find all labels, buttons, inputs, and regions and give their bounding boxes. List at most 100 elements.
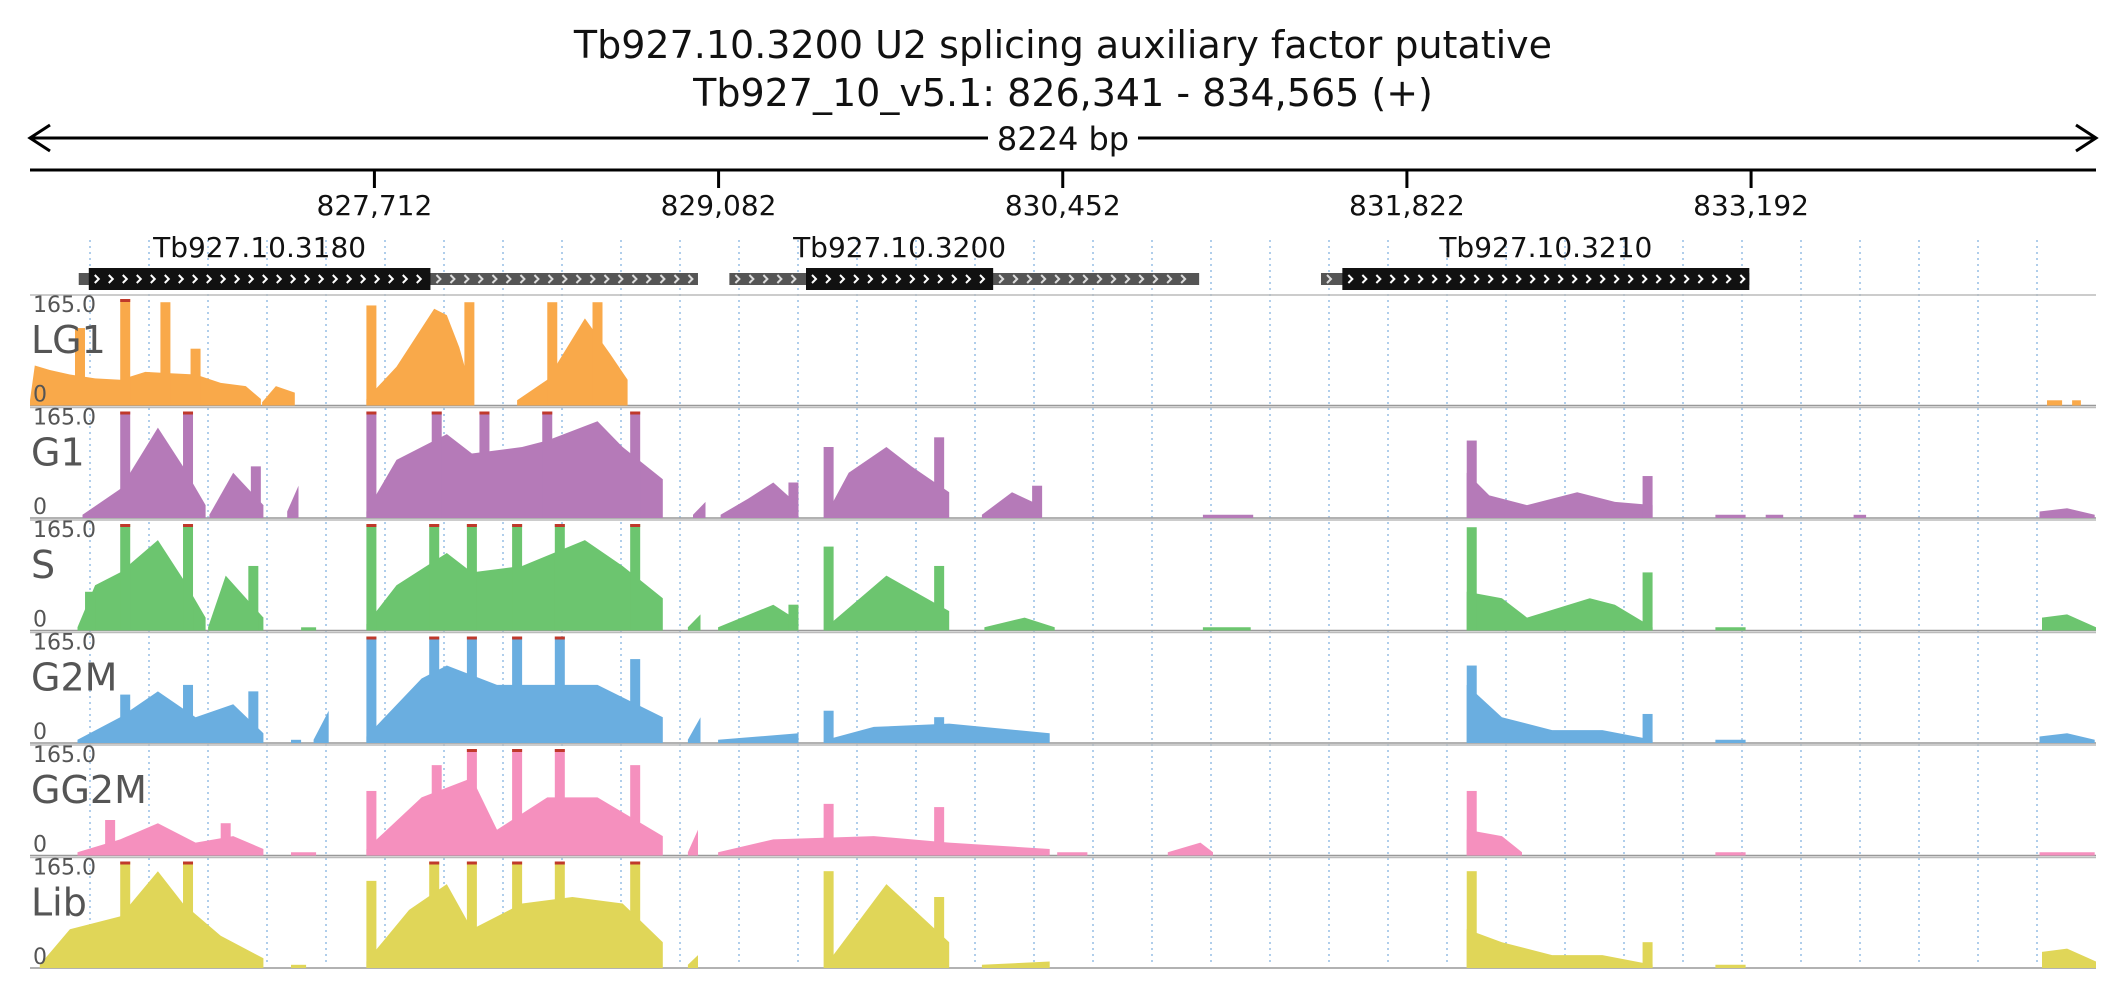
y-min-label: 0 xyxy=(33,720,47,745)
track-g1: 165.0 0 G1 xyxy=(30,406,2096,520)
coverage-area xyxy=(1202,627,1251,631)
track-gg2m: 165.0 0 GG2M xyxy=(30,743,2096,858)
coverage-spike xyxy=(466,749,477,856)
coverage-spike xyxy=(220,823,231,856)
y-max-label: 165.0 xyxy=(33,518,96,543)
coverage-spike xyxy=(934,437,945,518)
coverage-spike xyxy=(120,299,131,406)
coverage-spike xyxy=(592,302,603,406)
gene-label: Tb927.10.3200 xyxy=(792,231,1006,264)
coverage-area xyxy=(1167,842,1213,856)
track-label: LG1 xyxy=(31,318,106,362)
track-label: S xyxy=(31,543,55,587)
strand-chevrons xyxy=(998,274,1187,284)
coverage-spike xyxy=(366,790,377,856)
span-ruler: 8224 bp xyxy=(27,119,2099,159)
coverage-area xyxy=(2047,400,2063,406)
coverage-spike xyxy=(466,861,477,968)
gridlines xyxy=(89,240,2038,965)
coverage-area xyxy=(209,472,264,518)
coverage-area xyxy=(2042,948,2096,968)
coverage-spike xyxy=(250,466,261,518)
clip-marker xyxy=(512,524,523,527)
clip-marker xyxy=(512,749,523,752)
coverage-area xyxy=(1466,684,1653,743)
clip-marker xyxy=(479,411,490,415)
coverage-spike xyxy=(183,684,194,743)
coverage-spike xyxy=(823,447,834,518)
clip-marker xyxy=(431,411,442,415)
coverage-area xyxy=(687,955,698,968)
coverage-area xyxy=(826,884,950,968)
coverage-area xyxy=(77,823,264,856)
coverage-area xyxy=(1466,829,1522,856)
coverage-spike xyxy=(630,524,641,631)
x-tick-label: 833,192 xyxy=(1693,189,1809,222)
coverage-spike xyxy=(466,636,477,743)
coverage-spike xyxy=(366,880,377,968)
coverage-area xyxy=(687,614,701,631)
coverage-spike xyxy=(366,524,377,631)
coverage-spike xyxy=(190,348,201,406)
coverage-spike xyxy=(183,411,194,518)
coverage-spike xyxy=(1032,485,1043,518)
coverage-spike xyxy=(823,546,834,631)
coverage-spike xyxy=(630,861,641,968)
coverage-spike xyxy=(1466,790,1477,856)
clip-marker xyxy=(120,299,131,302)
clip-marker xyxy=(466,636,477,640)
coverage-spike xyxy=(1642,942,1653,968)
clip-marker xyxy=(366,636,377,640)
coverage-spike xyxy=(431,765,442,856)
track-label: G2M xyxy=(31,656,117,700)
strand-chevrons xyxy=(811,274,986,284)
coverage-area xyxy=(2072,400,2081,406)
coverage-area xyxy=(291,964,307,968)
coverage-area xyxy=(291,852,317,856)
strand-chevrons xyxy=(1326,274,1333,284)
coverage-spike xyxy=(120,694,131,743)
x-tick-label: 829,082 xyxy=(661,189,777,222)
coverage-spike xyxy=(429,861,440,968)
clip-marker xyxy=(512,636,523,640)
coverage-spike xyxy=(554,524,565,631)
clip-marker xyxy=(466,749,477,752)
coverage-area xyxy=(826,575,950,631)
coverage-spike xyxy=(512,636,523,743)
coverage-area xyxy=(77,540,206,631)
strand-chevrons xyxy=(94,274,423,284)
coverage-area xyxy=(366,421,663,518)
coverage-area xyxy=(1853,514,1867,518)
y-min-label: 0 xyxy=(33,833,47,858)
x-tick-label: 827,712 xyxy=(317,189,433,222)
strand-chevrons xyxy=(734,274,797,284)
coverage-area xyxy=(984,617,1055,631)
coverage-area xyxy=(718,604,799,631)
coverage-area xyxy=(291,739,302,743)
y-max-label: 165.0 xyxy=(33,406,96,431)
coverage-spike xyxy=(934,897,945,968)
coverage-area xyxy=(826,447,950,518)
coverage-area xyxy=(1715,739,1746,743)
coverage-area xyxy=(1715,514,1746,518)
coverage-spike xyxy=(1466,527,1477,631)
gene-label: Tb927.10.3180 xyxy=(152,231,366,264)
clip-marker xyxy=(630,861,641,865)
coverage-area xyxy=(301,627,317,631)
coverage-area xyxy=(30,365,261,406)
clip-marker xyxy=(183,861,194,865)
coverage-area xyxy=(287,485,299,518)
coverage-spike xyxy=(788,604,799,631)
coverage-area xyxy=(687,717,701,743)
coverage-spike xyxy=(366,305,377,406)
coverage-spike xyxy=(1642,476,1653,518)
coverage-spike xyxy=(466,524,477,631)
chart-title: Tb927.10.3200 U2 splicing auxiliary fact… xyxy=(573,23,1552,67)
coverage-area xyxy=(1715,627,1746,631)
y-min-label: 0 xyxy=(33,383,47,408)
strand-chevrons xyxy=(435,274,694,284)
coverage-area xyxy=(981,961,1050,968)
coverage-spike xyxy=(248,565,259,631)
coverage-spike xyxy=(630,659,641,743)
